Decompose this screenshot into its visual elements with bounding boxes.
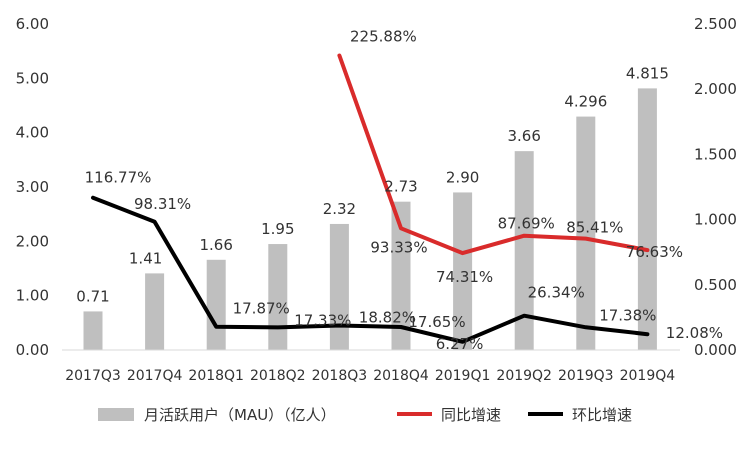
left-tick-label: 2.00 [16, 232, 49, 250]
legend-yoy-label: 同比增速 [441, 406, 501, 424]
left-tick-label: 5.00 [16, 69, 49, 87]
right-tick-label: 2.500 [694, 15, 737, 33]
x-tick-label: 2019Q4 [620, 368, 676, 384]
qoq-value-label: 17.87% [233, 300, 290, 318]
data-labels: 0.71 1.41 1.66 1.95 2.32 2.73 2.90 3.66 4.296 4.8… [76, 27, 723, 352]
bar [83, 311, 103, 350]
bar-value-label: 2.32 [323, 200, 356, 218]
right-tick-label: 0.000 [694, 341, 737, 359]
qoq-growth-line [91, 195, 650, 344]
left-axis: 0.00 1.00 2.00 3.00 4.00 5.00 6.00 [16, 15, 49, 359]
yoy-growth-line [337, 53, 650, 256]
left-tick-label: 4.00 [16, 124, 49, 142]
bar [391, 201, 411, 350]
bar-value-label: 2.90 [446, 168, 479, 186]
left-tick-label: 1.00 [16, 287, 49, 305]
yoy-value-label: 225.88% [350, 27, 417, 45]
bar-value-label: 3.66 [507, 127, 540, 145]
x-tick-label: 2018Q3 [312, 368, 368, 384]
x-tick-label: 2017Q4 [127, 368, 183, 384]
legend-bar-swatch [98, 408, 134, 421]
left-tick-label: 0.00 [16, 341, 49, 359]
right-tick-label: 0.500 [694, 276, 737, 294]
right-tick-label: 1.000 [694, 211, 737, 229]
line-series [91, 53, 650, 344]
bar [145, 273, 165, 350]
x-tick-label: 2018Q2 [250, 368, 306, 384]
bar [268, 244, 288, 350]
qoq-value-label: 116.77% [85, 169, 152, 187]
yoy-value-label: 93.33% [370, 238, 427, 256]
qoq-value-label: 17.38% [599, 306, 656, 324]
x-tick-label: 2018Q4 [373, 368, 429, 384]
x-axis: 2017Q3 2017Q4 2018Q1 2018Q2 2018Q3 2018Q4 2019… [65, 368, 675, 384]
bar [637, 88, 657, 350]
bar-value-label: 0.71 [76, 287, 109, 305]
qoq-value-label: 17.33% [294, 311, 351, 329]
qoq-value-label: 12.08% [666, 324, 723, 342]
x-tick-label: 2019Q2 [496, 368, 552, 384]
left-tick-label: 6.00 [16, 15, 49, 33]
qoq-value-label: 26.34% [528, 284, 585, 302]
bar-value-label: 1.95 [261, 220, 294, 238]
bar [453, 192, 473, 350]
bar [576, 116, 596, 350]
yoy-value-label: 87.69% [498, 215, 555, 233]
legend-qoq-label: 环比增速 [572, 406, 632, 424]
bar-value-label: 2.73 [384, 178, 417, 196]
qoq-value-label: 17.65% [408, 313, 465, 331]
yoy-value-label: 74.31% [436, 268, 493, 286]
qoq-value-label: 18.82% [359, 308, 416, 326]
right-tick-label: 1.500 [694, 145, 737, 163]
bar-value-label: 1.66 [199, 236, 232, 254]
bar-value-label: 1.41 [129, 249, 162, 267]
bar [206, 259, 226, 350]
bar-series [83, 88, 657, 350]
bar-value-label: 4.296 [564, 93, 607, 111]
x-tick-label: 2018Q1 [188, 368, 244, 384]
legend: 月活跃用户（MAU）（亿人） 同比增速 环比增速 [98, 406, 632, 424]
bar [329, 223, 349, 350]
qoq-value-label: 6.27% [436, 335, 484, 353]
x-tick-label: 2019Q1 [435, 368, 491, 384]
yoy-value-label: 76.63% [626, 243, 683, 261]
bar [514, 151, 534, 350]
yoy-value-label: 85.41% [566, 219, 623, 237]
right-axis: 0.000 0.500 1.000 1.500 2.000 2.500 [694, 15, 737, 359]
legend-bar-label: 月活跃用户（MAU）（亿人） [144, 406, 336, 424]
x-tick-label: 2019Q3 [558, 368, 614, 384]
bar-value-label: 4.815 [626, 64, 669, 82]
qoq-value-label: 98.31% [134, 195, 191, 213]
right-tick-label: 2.000 [694, 80, 737, 98]
left-tick-label: 3.00 [16, 178, 49, 196]
x-tick-label: 2017Q3 [65, 368, 121, 384]
